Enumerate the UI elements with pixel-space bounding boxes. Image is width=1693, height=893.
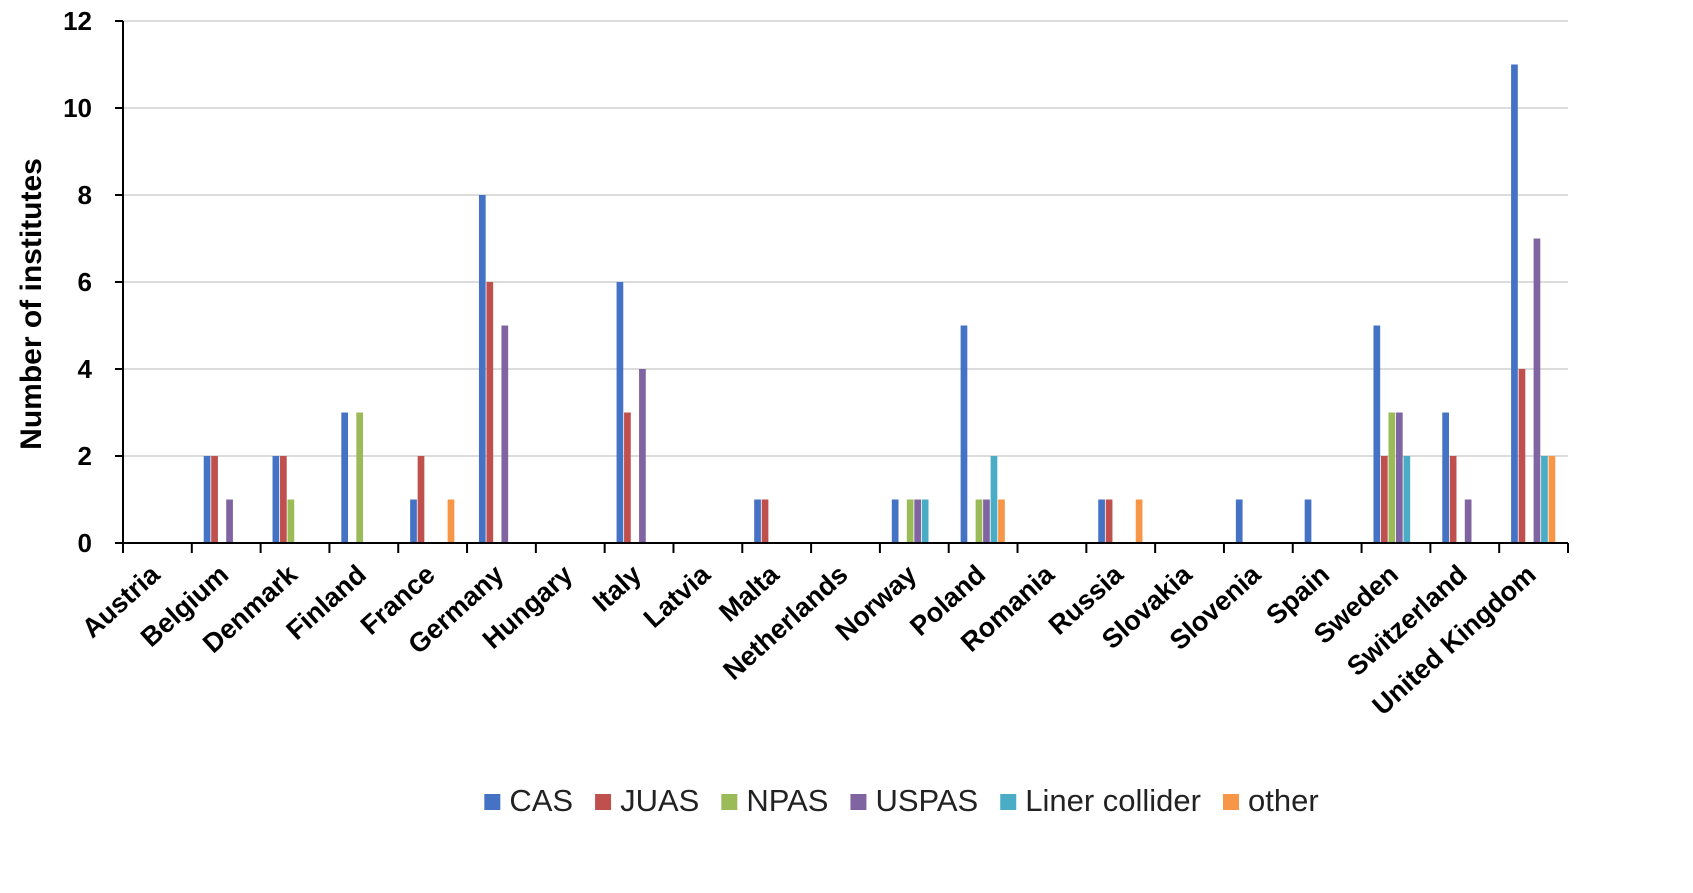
y-tick-label: 0 [78,528,92,558]
bar-liner-collider-sweden [1403,456,1411,543]
bar-npas-sweden [1388,412,1396,543]
bar-uspas-united-kingdom [1533,238,1541,543]
bar-npas-denmark [287,499,295,543]
legend-label: JUAS [620,783,699,818]
bar-other-france [447,499,455,543]
legend-item-cas: CAS [484,783,573,818]
bar-uspas-germany [501,325,509,543]
bar-other-united-kingdom [1548,456,1556,543]
bar-other-russia [1135,499,1143,543]
legend-item-juas: JUAS [595,783,699,818]
y-tick-label: 6 [78,267,92,297]
legend-label: NPAS [746,783,828,818]
bar-cas-malta [754,499,761,543]
bar-uspas-sweden [1395,412,1403,543]
legend-label: Liner collider [1025,783,1201,818]
y-tick-label: 12 [63,6,92,36]
bar-npas-finland [356,412,364,543]
legend-label: USPAS [875,783,978,818]
legend-swatch [1000,794,1017,810]
bar-juas-denmark [280,456,287,543]
bar-liner-collider-poland [990,456,998,543]
bar-juas-france [417,456,425,543]
bar-cas-france [410,499,417,543]
legend-label: CAS [509,783,573,818]
bar-juas-germany [486,282,494,543]
bar-cas-spain [1304,499,1312,543]
bar-cas-finland [341,412,349,543]
bars [203,64,1556,543]
y-tick-label: 4 [78,354,93,384]
bar-other-poland [998,499,1005,543]
bar-uspas-belgium [226,499,233,543]
legend-item-uspas: USPAS [850,783,978,818]
y-axis-title: Number of institutes [15,158,48,450]
bar-cas-italy [616,282,624,543]
bar-cas-russia [1098,499,1105,543]
bar-cas-sweden [1373,325,1381,543]
bar-cas-switzerland [1442,412,1449,543]
y-tick-label: 10 [63,93,92,123]
x-category-label: Latvia [638,559,717,634]
legend-label: other [1248,783,1319,818]
legend-swatch [484,794,501,810]
bar-uspas-italy [639,369,646,543]
bar-uspas-norway [914,499,922,543]
bar-cas-poland [960,325,968,543]
y-tick-label: 2 [78,441,92,471]
legend-swatch [850,794,867,810]
bar-liner-collider-united-kingdom [1541,456,1548,543]
axes [115,20,1569,553]
bar-juas-united-kingdom [1518,369,1526,543]
legend-item-liner-collider: Liner collider [1000,783,1201,818]
bar-juas-belgium [211,456,218,543]
legend-item-other: other [1223,783,1319,818]
bar-juas-sweden [1380,456,1388,543]
legend: CAS JUAS NPAS USPAS Liner collider other [484,783,1319,818]
bar-npas-poland [975,499,983,543]
legend-swatch [1223,794,1240,810]
bar-npas-norway [906,499,914,543]
bar-cas-norway [891,499,899,543]
y-tick-labels: 0 2 4 6 8 10 12 [63,6,92,558]
x-category-label: Italy [587,559,647,617]
bar-cas-united-kingdom [1511,64,1518,543]
bar-juas-italy [624,412,631,543]
bar-cas-germany [478,195,486,543]
bar-juas-malta [761,499,769,543]
y-tick-label: 8 [78,180,92,210]
bar-juas-switzerland [1449,456,1457,543]
x-category-labels: AustriaBelgiumDenmarkFinlandFranceGerman… [76,559,1541,721]
legend-swatch [721,794,738,810]
legend-item-npas: NPAS [721,783,828,818]
bar-cas-slovenia [1235,499,1243,543]
bar-cas-denmark [272,456,280,543]
legend-swatch [595,794,612,810]
gridlines [123,20,1568,457]
bar-liner-collider-norway [921,499,929,543]
bar-cas-belgium [203,456,211,543]
bar-juas-russia [1105,499,1113,543]
bar-uspas-switzerland [1464,499,1472,543]
bar-uspas-poland [983,499,990,543]
